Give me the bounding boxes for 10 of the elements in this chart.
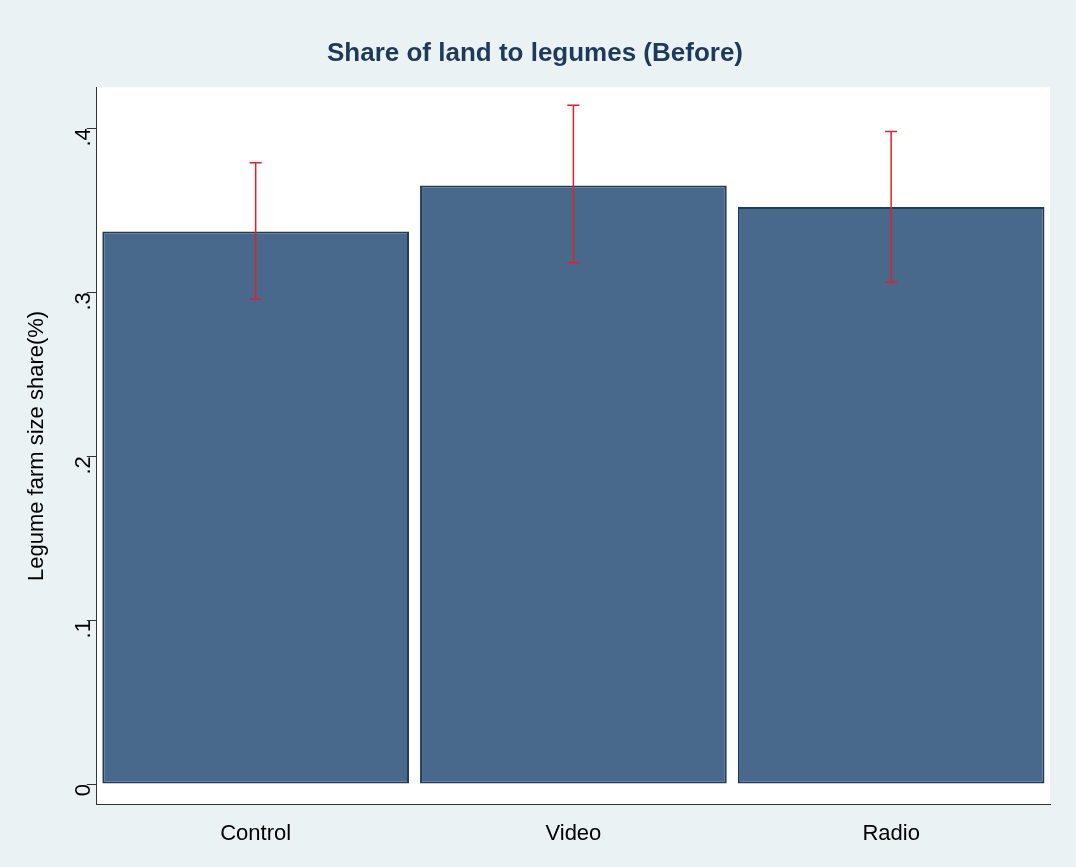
x-tick-label: Radio <box>862 819 920 845</box>
y-tick-label: .3 <box>69 292 95 311</box>
y-axis-title: Legume farm size share(%) <box>23 310 49 582</box>
y-tick-label: .4 <box>69 128 95 147</box>
chart-title: Share of land to legumes (Before) <box>326 36 744 67</box>
y-tick-label: .2 <box>69 456 95 475</box>
y-tick-label: 0 <box>69 784 95 797</box>
y-tick-label: .1 <box>69 620 95 639</box>
x-tick-label: Control <box>220 819 292 845</box>
x-tick-label: Video <box>545 819 602 845</box>
